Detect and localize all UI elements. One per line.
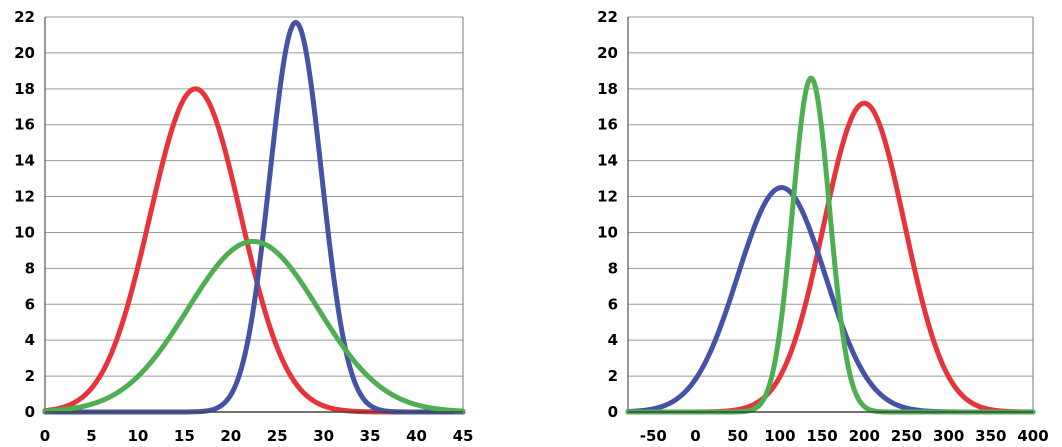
x-tick-label: 200 xyxy=(849,427,880,445)
x-tick-label: 10 xyxy=(127,427,148,445)
y-tick-label: 14 xyxy=(14,152,35,170)
x-tick-label: 5 xyxy=(86,427,96,445)
x-tick-label: 400 xyxy=(1017,427,1048,445)
x-tick-label: 15 xyxy=(174,427,195,445)
y-tick-label: 20 xyxy=(597,44,618,62)
y-tick-label: 12 xyxy=(14,188,35,206)
y-tick-label: 4 xyxy=(608,331,618,349)
y-tick-label: 0 xyxy=(25,403,35,421)
x-tick-label: 300 xyxy=(933,427,964,445)
y-tick-label: 12 xyxy=(597,188,618,206)
y-tick-label: 10 xyxy=(597,223,618,241)
y-tick-label: 16 xyxy=(597,116,618,134)
y-tick-label: 10 xyxy=(14,223,35,241)
x-tick-label: 100 xyxy=(764,427,795,445)
x-tick-label: 30 xyxy=(313,427,334,445)
y-tick-label: 20 xyxy=(14,44,35,62)
x-tick-label: -50 xyxy=(640,427,667,445)
chart-right: 0 2 4 6 8 10 12 14 16 18 20 22 -50 0 50 100 150 200 250 300… xyxy=(597,8,1049,445)
y-tick-label: 18 xyxy=(597,80,618,98)
y-tick-label: 0 xyxy=(608,403,618,421)
series-line xyxy=(42,86,466,415)
series-line xyxy=(625,75,1036,415)
y-tick-label: 2 xyxy=(608,367,618,385)
y-tick-label: 14 xyxy=(597,152,618,170)
y-tick-label: 16 xyxy=(14,116,35,134)
y-tick-label: 18 xyxy=(14,80,35,98)
x-tick-label: 45 xyxy=(453,427,474,445)
series-line xyxy=(625,100,1036,415)
y-tick-label: 2 xyxy=(25,367,35,385)
y-tick-label: 8 xyxy=(608,259,618,277)
series-line xyxy=(42,238,466,414)
x-tick-label: 150 xyxy=(806,427,837,445)
x-tick-label: 25 xyxy=(267,427,288,445)
x-tick-label: 250 xyxy=(891,427,922,445)
x-tick-label: 0 xyxy=(690,427,700,445)
y-tick-label: 4 xyxy=(25,331,35,349)
series-line xyxy=(42,19,466,415)
x-tick-label: 20 xyxy=(220,427,241,445)
y-tick-label: 6 xyxy=(608,295,618,313)
x-tick-label: 35 xyxy=(360,427,381,445)
x-tick-label: 0 xyxy=(40,427,50,445)
y-tick-label: 6 xyxy=(25,295,35,313)
x-tick-label: 40 xyxy=(406,427,427,445)
y-tick-label: 22 xyxy=(597,8,618,26)
x-tick-label: 50 xyxy=(727,427,748,445)
y-tick-label: 22 xyxy=(14,8,35,26)
chart-left: 0 2 4 6 8 10 12 14 16 18 20 22 0 5 10 15 20 25 30 35 40 45 xyxy=(14,8,473,445)
x-tick-label: 350 xyxy=(975,427,1006,445)
y-tick-label: 8 xyxy=(25,259,35,277)
